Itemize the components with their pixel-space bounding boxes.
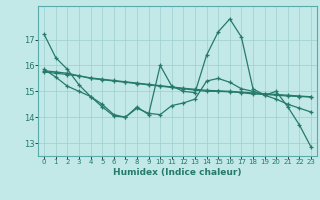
X-axis label: Humidex (Indice chaleur): Humidex (Indice chaleur): [113, 168, 242, 177]
